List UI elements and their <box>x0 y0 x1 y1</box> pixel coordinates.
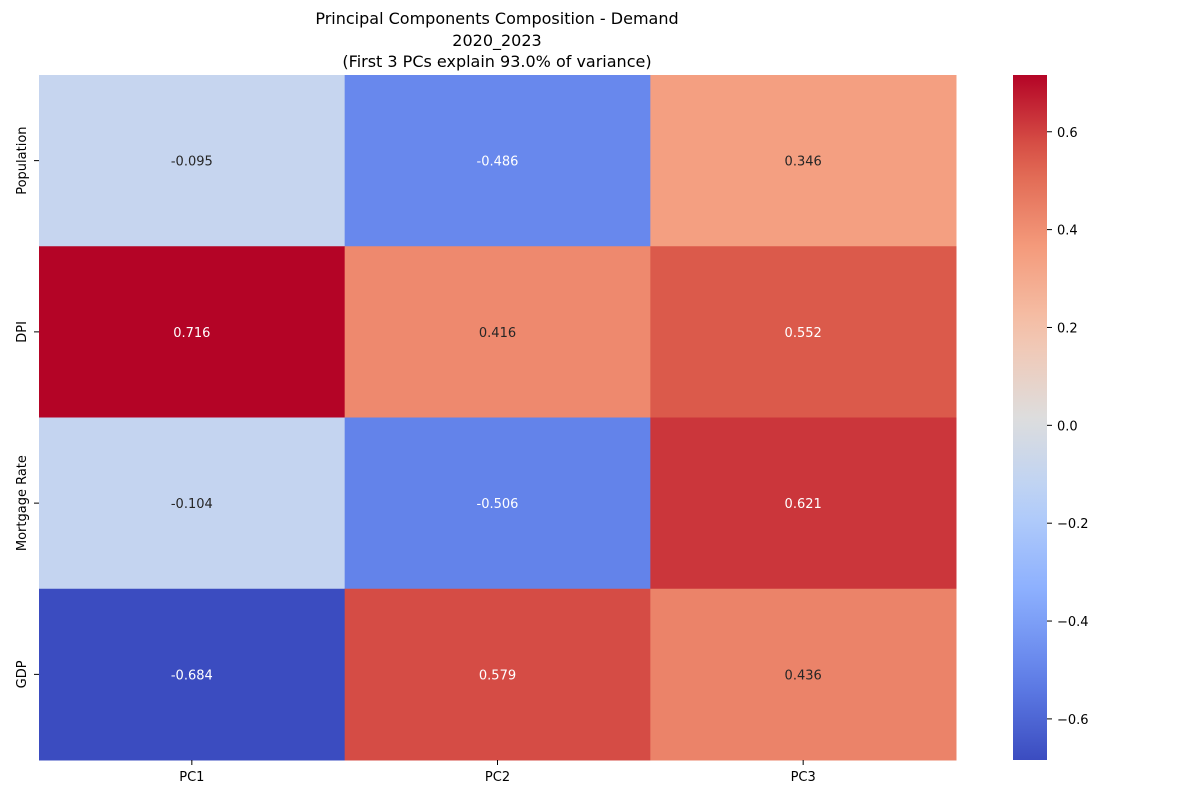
title-line-1: Principal Components Composition - Deman… <box>315 9 678 28</box>
x-tick-label: PC1 <box>179 770 204 785</box>
colorbar-tick-label: −0.2 <box>1057 517 1089 532</box>
y-tick-label: GDP <box>15 660 30 688</box>
cell-value-label: 0.552 <box>785 326 822 341</box>
heatmap-cell <box>344 588 651 761</box>
colorbar: 0.6 0.4 0.2 0.0 −0.2 −0.4 −0.6 <box>1013 75 1089 760</box>
cell-value-label: -0.506 <box>477 497 519 512</box>
x-tick-label: PC3 <box>791 770 816 785</box>
cell-value-label: -0.104 <box>171 497 213 512</box>
heatmap-cells <box>39 75 957 761</box>
colorbar-gradient <box>1013 75 1047 760</box>
chart-title: Principal Components Composition - Deman… <box>315 9 678 71</box>
x-axis: PC1 PC2 PC3 <box>179 760 816 785</box>
heatmap-cell-labels: -0.095 -0.486 0.346 0.716 0.416 0.552 -0.104 -0… <box>171 155 822 684</box>
heatmap-cell <box>650 75 957 247</box>
colorbar-ticks: 0.6 0.4 0.2 0.0 −0.2 −0.4 −0.6 <box>1047 126 1089 728</box>
heatmap-cell <box>39 588 346 761</box>
cell-value-label: 0.716 <box>173 326 210 341</box>
y-tick-label: Mortgage Rate <box>15 455 30 551</box>
y-tick-label: DPI <box>15 321 30 343</box>
x-tick-label: PC2 <box>485 770 510 785</box>
cell-value-label: 0.436 <box>785 668 822 683</box>
cell-value-label: 0.416 <box>479 326 516 341</box>
heatmap-cell <box>650 417 957 590</box>
heatmap-cell <box>39 246 346 418</box>
heatmap-cell <box>344 246 651 418</box>
title-line-2: 2020_2023 <box>452 31 541 51</box>
colorbar-tick-label: −0.6 <box>1057 713 1089 728</box>
heatmap-cell <box>344 75 651 247</box>
cell-value-label: 0.579 <box>479 668 516 683</box>
cell-value-label: -0.095 <box>171 155 213 170</box>
colorbar-tick-label: 0.4 <box>1057 224 1078 239</box>
title-line-3: (First 3 PCs explain 93.0% of variance) <box>342 52 651 71</box>
y-axis: Population DPI Mortgage Rate GDP <box>15 126 39 688</box>
heatmap-cell <box>344 417 651 590</box>
heatmap-cell <box>650 246 957 418</box>
heatmap-cell <box>39 417 346 590</box>
cell-value-label: 0.621 <box>785 497 822 512</box>
y-tick-label: Population <box>15 126 30 194</box>
colorbar-tick-label: −0.4 <box>1057 615 1089 630</box>
colorbar-tick-label: 0.6 <box>1057 126 1078 141</box>
heatmap-cell <box>39 75 346 247</box>
heatmap-cell <box>650 588 957 761</box>
colorbar-tick-label: 0.2 <box>1057 321 1078 336</box>
cell-value-label: 0.346 <box>785 155 822 170</box>
cell-value-label: -0.684 <box>171 668 213 683</box>
cell-value-label: -0.486 <box>477 155 519 170</box>
colorbar-tick-label: 0.0 <box>1057 419 1078 434</box>
